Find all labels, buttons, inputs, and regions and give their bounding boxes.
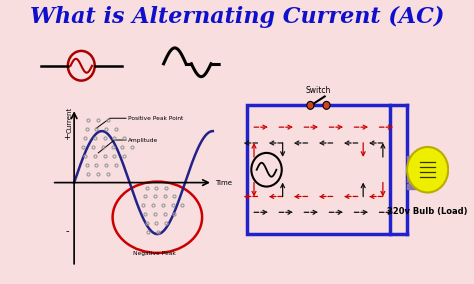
Bar xyxy=(247,105,390,234)
Text: Negative Peak: Negative Peak xyxy=(133,251,176,256)
Circle shape xyxy=(407,147,448,193)
Text: Current: Current xyxy=(66,106,73,133)
Bar xyxy=(407,170,416,175)
Text: Switch: Switch xyxy=(306,86,331,95)
Text: -: - xyxy=(65,226,69,236)
Text: 220v Bulb (Load): 220v Bulb (Load) xyxy=(387,207,468,216)
Circle shape xyxy=(307,101,314,109)
Text: Positive Peak Point: Positive Peak Point xyxy=(128,116,183,121)
Bar xyxy=(407,177,416,181)
Bar xyxy=(407,156,416,161)
Text: +: + xyxy=(64,133,71,141)
Bar xyxy=(407,183,416,189)
Bar xyxy=(407,163,416,168)
Text: What is Alternating Current (AC): What is Alternating Current (AC) xyxy=(30,6,444,28)
Text: Time: Time xyxy=(215,179,232,186)
Text: Amplitude: Amplitude xyxy=(128,137,158,143)
Circle shape xyxy=(323,101,330,109)
